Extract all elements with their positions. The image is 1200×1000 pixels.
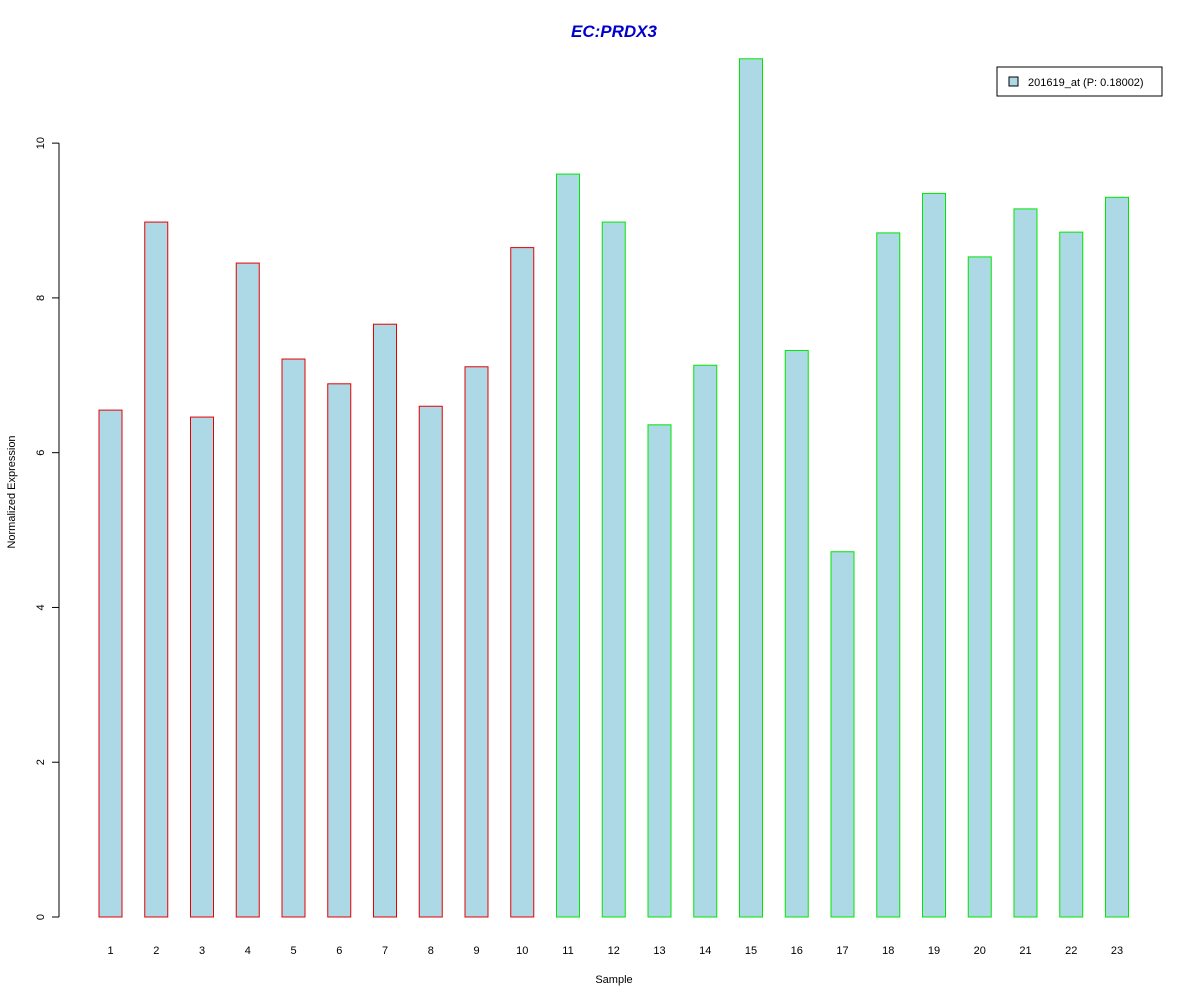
bar-sample-10 [510, 247, 535, 918]
x-tick-label: 20 [974, 945, 986, 957]
bar-sample-7 [373, 323, 397, 918]
bar-sample-11 [556, 173, 580, 918]
y-tick-label: 4 [35, 604, 47, 610]
y-tick-label: 2 [35, 759, 47, 765]
y-axis: 0 2 4 6 8 10 [35, 137, 60, 920]
x-tick-labels: 1 2 3 4 5 6 7 8 9 10 11 12 13 14 15 16 17 18 19 20 21 22 23 [107, 945, 1123, 957]
legend: 201619_at (P: 0.18002) [996, 66, 1163, 97]
x-tick-label: 14 [699, 945, 711, 957]
bar-sample-3 [190, 416, 214, 918]
bar-sample-15 [739, 58, 763, 918]
x-tick-label: 16 [791, 945, 803, 957]
y-tick-label: 6 [35, 450, 47, 456]
x-tick-label: 15 [745, 945, 757, 957]
x-tick-label: 19 [928, 945, 940, 957]
chart-title: EC:PRDX3 [571, 22, 658, 41]
x-tick-label: 8 [428, 945, 434, 957]
bar-sample-2 [144, 221, 169, 918]
x-tick-label: 5 [290, 945, 296, 957]
bar-sample-14 [693, 364, 718, 918]
x-axis-label: Sample [595, 974, 632, 986]
x-tick-label: 12 [608, 945, 620, 957]
bar-sample-8 [418, 405, 443, 918]
x-tick-label: 1 [107, 945, 113, 957]
x-tick-label: 22 [1065, 945, 1077, 957]
legend-swatch [1008, 76, 1019, 87]
x-tick-label: 10 [516, 945, 528, 957]
x-tick-label: 4 [245, 945, 251, 957]
bar-sample-18 [876, 232, 901, 918]
bar-sample-13 [647, 424, 672, 918]
bar-sample-23 [1105, 196, 1129, 918]
y-tick-label: 10 [35, 137, 47, 149]
bar-sample-4 [235, 262, 260, 918]
legend-label: 201619_at (P: 0.18002) [1028, 77, 1144, 89]
bar-sample-17 [830, 551, 855, 918]
x-tick-label: 21 [1019, 945, 1031, 957]
bar-sample-12 [601, 221, 626, 918]
bar-sample-21 [1013, 208, 1038, 918]
x-tick-label: 18 [882, 945, 894, 957]
bar-sample-20 [967, 256, 992, 918]
legend-box [996, 66, 1163, 97]
x-tick-label: 13 [653, 945, 665, 957]
x-tick-label: 2 [153, 945, 159, 957]
y-axis-label: Normalized Expression [6, 435, 18, 548]
bar-sample-16 [784, 350, 809, 918]
y-tick-label: 0 [35, 914, 47, 920]
x-tick-label: 17 [836, 945, 848, 957]
x-tick-label: 3 [199, 945, 205, 957]
bar-sample-6 [327, 383, 352, 918]
bar-sample-9 [464, 366, 489, 918]
y-tick-label: 8 [35, 295, 47, 301]
x-tick-label: 7 [382, 945, 388, 957]
bar-sample-19 [922, 192, 946, 918]
bar-sample-1 [98, 409, 123, 918]
x-tick-label: 9 [473, 945, 479, 957]
x-tick-label: 23 [1111, 945, 1123, 957]
bar-sample-22 [1059, 231, 1084, 918]
bar-sample-5 [281, 358, 306, 918]
x-tick-label: 6 [336, 945, 342, 957]
bars [98, 58, 1129, 918]
x-tick-label: 11 [562, 945, 573, 957]
